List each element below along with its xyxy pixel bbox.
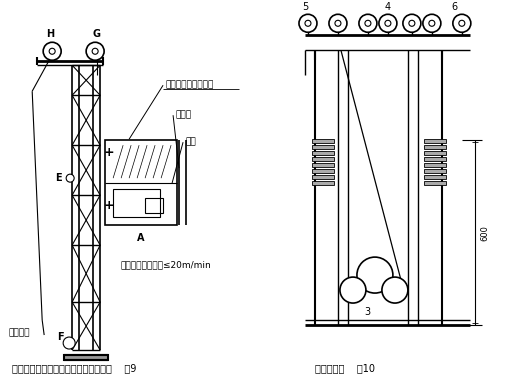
Text: 后立柱: 后立柱 bbox=[175, 111, 191, 120]
Bar bbox=[424, 169, 446, 173]
Circle shape bbox=[379, 14, 397, 32]
Bar bbox=[312, 145, 334, 149]
Circle shape bbox=[63, 337, 75, 349]
Bar bbox=[424, 139, 446, 143]
Bar bbox=[312, 157, 334, 161]
Text: H: H bbox=[46, 29, 54, 39]
Text: 至卷扬机: 至卷扬机 bbox=[8, 329, 30, 337]
Bar bbox=[64, 355, 108, 360]
Text: 3: 3 bbox=[364, 307, 370, 317]
Circle shape bbox=[66, 174, 74, 182]
Circle shape bbox=[403, 14, 421, 32]
Bar bbox=[424, 145, 446, 149]
Bar bbox=[113, 189, 160, 217]
Text: 600: 600 bbox=[481, 225, 490, 241]
Bar bbox=[105, 140, 177, 225]
Circle shape bbox=[359, 14, 377, 32]
Text: 吊笼顶部安全钩位置: 吊笼顶部安全钩位置 bbox=[165, 81, 214, 90]
Text: +: + bbox=[104, 146, 114, 159]
Text: A: A bbox=[138, 233, 145, 243]
Text: 注：起吊速度必须≤20m/min: 注：起吊速度必须≤20m/min bbox=[120, 261, 211, 269]
Text: +: + bbox=[104, 199, 114, 212]
Bar bbox=[312, 139, 334, 143]
Circle shape bbox=[423, 14, 441, 32]
Bar bbox=[145, 198, 163, 213]
Text: E: E bbox=[56, 173, 62, 183]
Bar bbox=[312, 175, 334, 179]
Text: 6: 6 bbox=[452, 2, 458, 12]
Circle shape bbox=[357, 257, 393, 293]
Text: 吊装标准节、附墙架、天轮架等示意图    图9: 吊装标准节、附墙架、天轮架等示意图 图9 bbox=[12, 363, 136, 373]
Text: 安装钢丝绳    图10: 安装钢丝绳 图10 bbox=[315, 363, 375, 373]
Text: 吊笼: 吊笼 bbox=[185, 138, 196, 147]
Bar bbox=[424, 181, 446, 185]
Bar bbox=[424, 175, 446, 179]
Circle shape bbox=[340, 277, 366, 303]
Text: G: G bbox=[92, 29, 100, 39]
Bar bbox=[424, 163, 446, 167]
Text: F: F bbox=[57, 332, 63, 342]
Circle shape bbox=[453, 14, 471, 32]
Text: 4: 4 bbox=[385, 2, 391, 12]
Bar bbox=[312, 169, 334, 173]
Bar bbox=[312, 181, 334, 185]
Text: 5: 5 bbox=[302, 2, 308, 12]
Bar bbox=[424, 151, 446, 155]
Circle shape bbox=[299, 14, 317, 32]
Circle shape bbox=[329, 14, 347, 32]
Bar bbox=[424, 157, 446, 161]
Circle shape bbox=[382, 277, 408, 303]
Circle shape bbox=[86, 42, 104, 60]
Bar bbox=[312, 151, 334, 155]
Circle shape bbox=[43, 42, 61, 60]
Bar bbox=[312, 163, 334, 167]
